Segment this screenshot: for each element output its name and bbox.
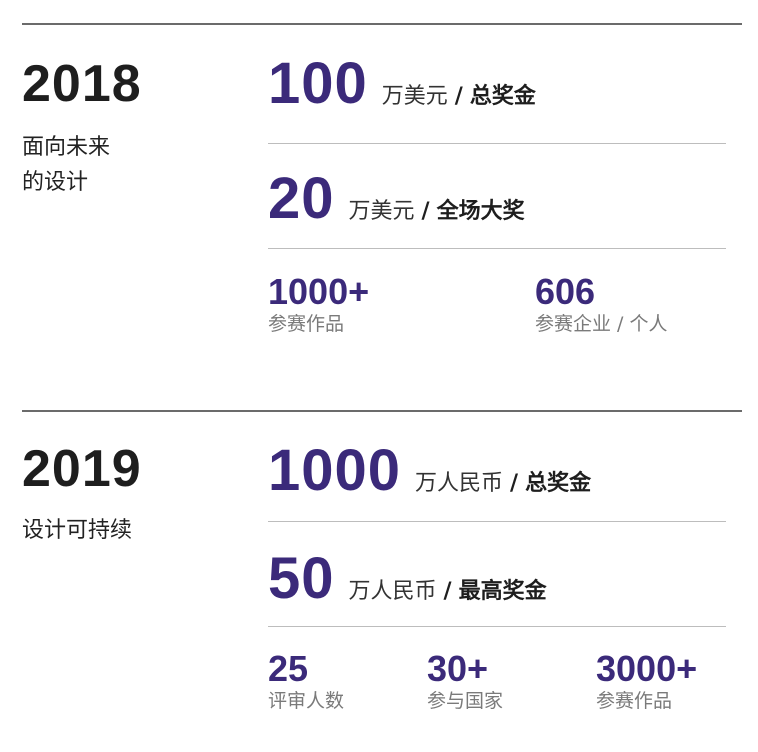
- year-2018: 2018: [22, 55, 142, 113]
- headline-total-prize: 1000 万人民币 / 总奖金: [268, 442, 591, 500]
- stat-label: 评审人数: [268, 690, 345, 712]
- stat-value: 30+: [427, 648, 489, 689]
- section-subtitle: 设计可持续: [22, 513, 132, 548]
- stat: 606 参赛企业 / 个人: [535, 274, 667, 334]
- stat: 3000+ 参赛作品: [596, 651, 697, 711]
- subtitle-line: 的设计: [22, 170, 89, 195]
- divider: [268, 521, 726, 522]
- section-divider: [22, 23, 742, 25]
- headline-value: 1000: [268, 438, 402, 503]
- headline-top-prize: 50 万人民币 / 最高奖金: [268, 550, 547, 608]
- headline-total-prize: 100 万美元 / 总奖金: [268, 55, 536, 113]
- stat-value: 3000+: [596, 648, 698, 689]
- headline-value: 20: [268, 166, 335, 231]
- headline-unit: 万美元 / 全场大奖: [348, 199, 525, 224]
- divider: [268, 248, 726, 249]
- stat: 1000+ 参赛作品: [268, 274, 369, 334]
- stat-value: 606: [535, 271, 596, 312]
- stat-label: 参赛企业 / 个人: [535, 313, 668, 335]
- headline-grand-prize: 20 万美元 / 全场大奖: [268, 170, 525, 228]
- stat-value: 25: [268, 648, 309, 689]
- stat-value: 1000+: [268, 271, 370, 312]
- stat: 30+ 参与国家: [427, 651, 503, 711]
- headline-unit: 万美元 / 总奖金: [381, 84, 536, 109]
- year-2019: 2019: [22, 440, 142, 498]
- divider: [268, 626, 726, 627]
- stat-label: 参赛作品: [268, 313, 345, 335]
- headline-value: 100: [268, 51, 368, 116]
- headline-unit: 万人民币 / 总奖金: [415, 471, 592, 496]
- divider: [268, 143, 726, 144]
- headline-unit: 万人民币 / 最高奖金: [348, 579, 547, 604]
- stat-label: 参赛作品: [596, 690, 673, 712]
- headline-value: 50: [268, 546, 335, 611]
- subtitle-line: 设计可持续: [22, 518, 133, 543]
- stat: 25 评审人数: [268, 651, 344, 711]
- subtitle-line: 面向未来: [22, 135, 111, 160]
- section-divider: [22, 410, 742, 412]
- section-subtitle: 面向未来 的设计: [22, 130, 110, 200]
- stat-label: 参与国家: [427, 690, 504, 712]
